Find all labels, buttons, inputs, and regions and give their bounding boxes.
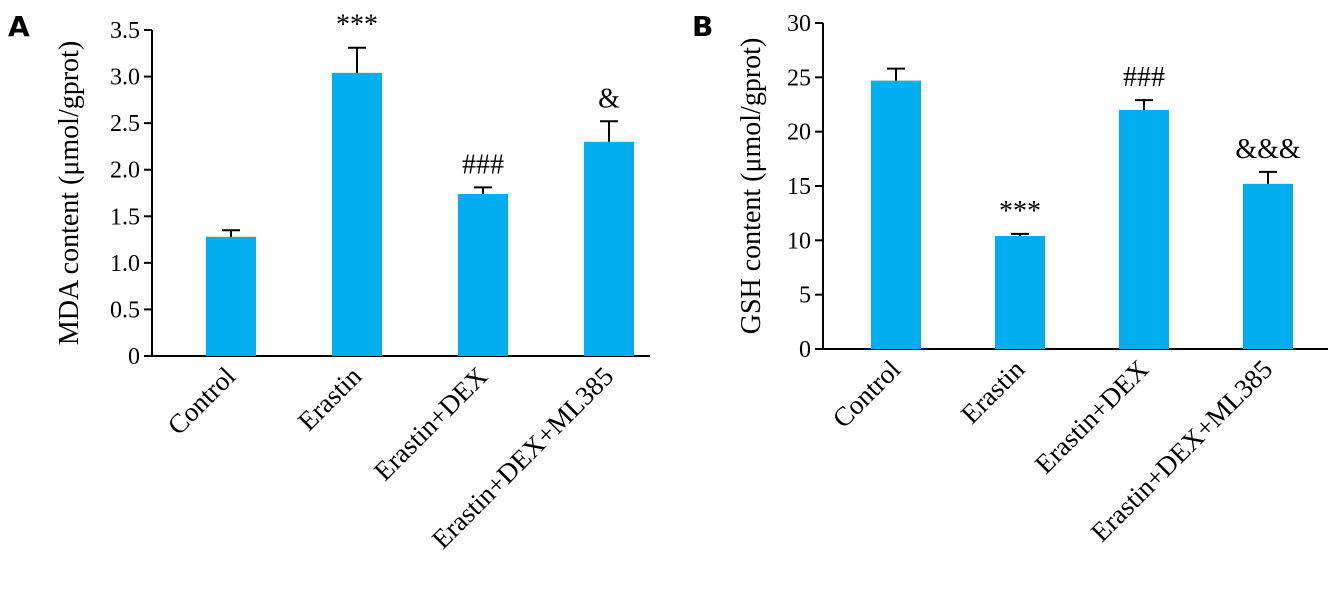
bar — [871, 80, 921, 350]
y-tick-label: 30 — [787, 11, 811, 37]
y-tick-label: 1.5 — [110, 204, 140, 230]
x-category-label: Erastin — [955, 354, 1031, 430]
bar — [332, 72, 382, 357]
y-tick-label: 10 — [787, 228, 811, 254]
y-tick-label: 5 — [799, 283, 811, 309]
bar — [1243, 183, 1293, 349]
significance-label: &&& — [1235, 134, 1301, 165]
y-axis-title: GSH content (μmol/gprot) — [736, 38, 767, 335]
y-tick-label: 1.0 — [110, 251, 140, 277]
y-tick-label: 15 — [787, 174, 811, 200]
significance-label: *** — [336, 10, 378, 41]
y-tick-label: 25 — [787, 65, 811, 91]
x-category-label: Erastin+DEX — [1029, 354, 1155, 480]
panel-letter: B — [692, 10, 713, 43]
panel-letter: A — [8, 10, 30, 43]
significance-label: *** — [999, 196, 1041, 227]
x-category-label: Erastin+DEX — [368, 361, 494, 487]
x-category-label: Control — [162, 361, 242, 441]
y-axis-title: MDA content (μmol/gprot) — [54, 41, 85, 345]
significance-label: ### — [462, 149, 504, 180]
y-tick-label: 3.0 — [110, 65, 140, 91]
y-tick-label: 0 — [799, 337, 811, 363]
bar — [206, 236, 256, 356]
x-category-label: Control — [827, 354, 907, 434]
panel-b: B 0 5 10 15 20 25 30 GSH content (μmol/gprot) Con… — [692, 10, 1328, 547]
y-tick-label: 2.5 — [110, 111, 140, 137]
bar — [995, 235, 1045, 349]
y-tick-label: 3.5 — [110, 18, 140, 44]
y-tick-label: 0 — [128, 344, 140, 370]
x-category-label: Erastin — [292, 361, 368, 437]
y-tick-label: 2.0 — [110, 158, 140, 184]
bar — [584, 141, 634, 356]
bar — [1119, 109, 1169, 349]
panel-a: A 0 0.5 1.0 1.5 2.0 2.5 3.0 3.5 MDA content (μmol… — [8, 10, 650, 554]
bar — [458, 193, 508, 356]
y-tick-label: 0.5 — [110, 297, 140, 323]
significance-label: & — [598, 83, 620, 114]
y-tick-label: 20 — [787, 120, 811, 146]
significance-label: ### — [1123, 62, 1165, 93]
